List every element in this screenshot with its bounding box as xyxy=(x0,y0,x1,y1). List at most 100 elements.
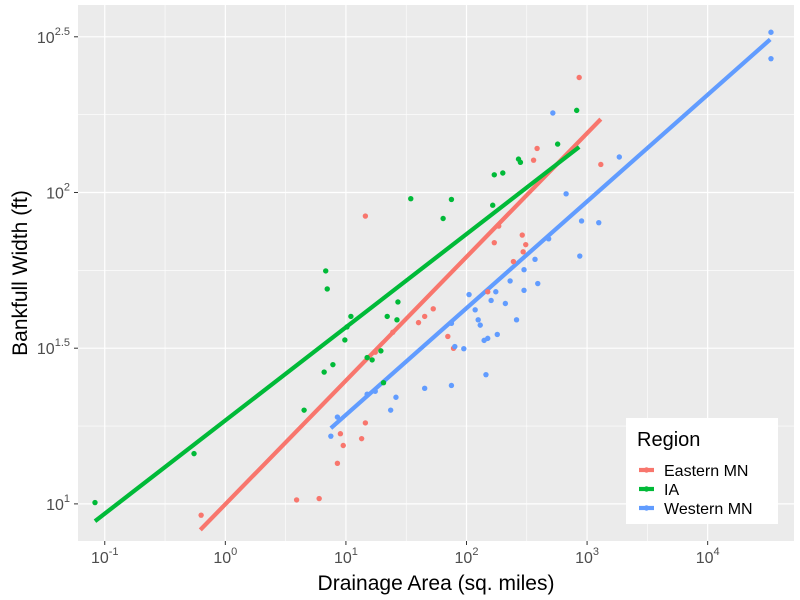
point-ia xyxy=(344,324,350,330)
legend-key-point xyxy=(643,467,650,473)
point-ia xyxy=(321,369,327,375)
point-eastern-mn xyxy=(372,349,378,355)
point-ia xyxy=(573,107,580,114)
point-eastern-mn xyxy=(523,241,529,248)
point-ia xyxy=(394,317,400,323)
point-eastern-mn xyxy=(358,435,365,442)
point-western-mn xyxy=(483,371,489,378)
x-tick-label: 10-1 xyxy=(91,546,119,567)
point-western-mn xyxy=(475,317,481,323)
point-western-mn xyxy=(616,154,622,160)
point-western-mn xyxy=(466,291,472,298)
trend-line-eastern-mn xyxy=(198,117,603,532)
point-eastern-mn xyxy=(293,497,300,503)
point-eastern-mn xyxy=(510,258,517,265)
point-eastern-mn xyxy=(430,306,436,312)
point-eastern-mn xyxy=(485,289,491,295)
point-eastern-mn xyxy=(316,495,322,502)
point-ia xyxy=(323,268,329,274)
point-ia xyxy=(384,313,390,320)
trend-line-western-mn xyxy=(329,37,772,430)
point-western-mn xyxy=(477,322,483,328)
point-eastern-mn xyxy=(534,145,540,152)
point-western-mn xyxy=(485,335,491,342)
point-western-mn xyxy=(545,236,552,242)
legend-items: Eastern MN IA Western MN xyxy=(639,463,753,518)
point-western-mn xyxy=(372,388,378,394)
point-western-mn xyxy=(521,287,527,294)
point-western-mn xyxy=(448,320,455,327)
point-eastern-mn xyxy=(415,319,422,326)
y-axis-ticks: 101 101.5 102 102.5 xyxy=(37,26,78,514)
point-ia xyxy=(490,202,496,208)
point-eastern-mn xyxy=(362,213,369,219)
point-eastern-mn xyxy=(198,512,204,518)
data-points xyxy=(92,29,774,518)
grid-major xyxy=(78,5,794,541)
point-eastern-mn xyxy=(576,74,582,81)
point-western-mn xyxy=(393,394,399,400)
point-western-mn xyxy=(494,331,500,338)
point-ia xyxy=(517,159,524,166)
point-eastern-mn xyxy=(491,239,497,246)
point-ia xyxy=(92,499,98,506)
point-ia xyxy=(448,196,455,203)
point-ia xyxy=(330,361,336,368)
point-eastern-mn xyxy=(520,249,526,255)
point-western-mn xyxy=(768,29,774,35)
point-western-mn xyxy=(328,433,334,439)
legend-title: Region xyxy=(637,429,700,451)
trend-line-ia xyxy=(93,145,581,523)
point-western-mn xyxy=(387,407,394,413)
y-axis-title: Bankfull Width (ft) xyxy=(9,190,32,356)
trend-lines xyxy=(93,37,772,532)
x-tick-label: 104 xyxy=(696,546,720,567)
point-eastern-mn xyxy=(390,329,396,335)
point-ia xyxy=(378,348,384,354)
point-eastern-mn xyxy=(334,460,341,466)
point-western-mn xyxy=(472,307,478,313)
point-ia xyxy=(408,196,414,202)
point-ia xyxy=(395,299,401,305)
point-ia xyxy=(380,379,387,386)
point-ia xyxy=(348,313,354,320)
point-western-mn xyxy=(421,385,428,392)
point-western-mn xyxy=(507,278,513,284)
legend-label: Western MN xyxy=(664,501,753,518)
legend-label: IA xyxy=(664,482,679,499)
point-western-mn xyxy=(364,391,370,397)
point-western-mn xyxy=(550,110,556,116)
point-eastern-mn xyxy=(598,161,604,168)
legend: Region Eastern MN IA Western MN xyxy=(626,418,778,524)
y-tick-label: 102.5 xyxy=(37,26,70,47)
legend-key-point xyxy=(643,486,650,492)
point-western-mn xyxy=(521,266,527,273)
point-eastern-mn xyxy=(530,157,537,163)
point-western-mn xyxy=(532,256,538,263)
x-tick-label: 100 xyxy=(213,546,237,567)
point-ia xyxy=(369,357,375,363)
point-western-mn xyxy=(513,317,520,323)
y-tick-label: 101.5 xyxy=(37,337,70,358)
point-eastern-mn xyxy=(337,431,344,437)
point-western-mn xyxy=(563,191,569,197)
y-tick-label: 101 xyxy=(46,493,70,514)
point-ia xyxy=(301,407,307,413)
point-eastern-mn xyxy=(421,313,428,320)
point-western-mn xyxy=(461,346,467,352)
x-axis-ticks: 10-1 100 101 102 103 104 xyxy=(91,541,720,567)
point-ia xyxy=(554,141,561,147)
x-tick-label: 101 xyxy=(334,546,358,567)
point-western-mn xyxy=(596,219,602,226)
point-eastern-mn xyxy=(445,333,451,340)
point-western-mn xyxy=(448,382,455,389)
point-western-mn xyxy=(488,297,494,304)
point-western-mn xyxy=(334,414,341,420)
point-western-mn xyxy=(577,253,583,259)
x-tick-label: 103 xyxy=(575,546,599,567)
point-western-mn xyxy=(535,280,541,287)
point-eastern-mn xyxy=(362,420,369,426)
point-western-mn xyxy=(768,55,774,62)
point-eastern-mn xyxy=(340,442,346,449)
